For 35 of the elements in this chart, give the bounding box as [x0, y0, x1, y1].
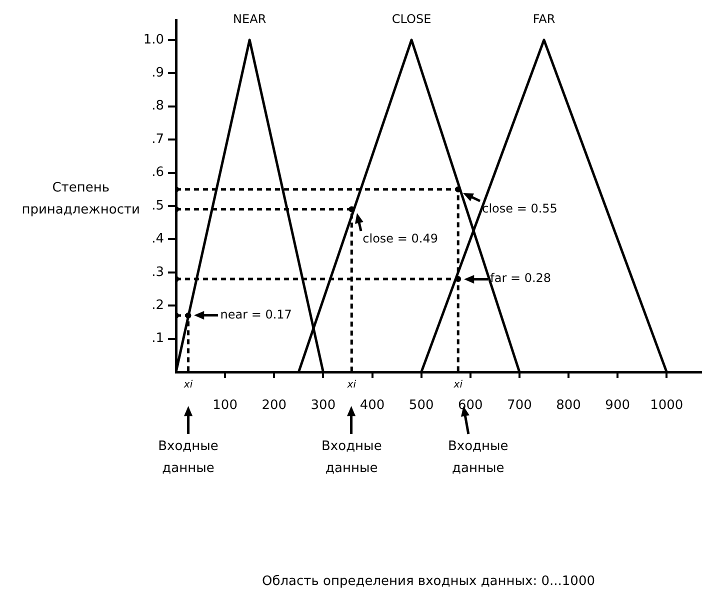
- y-tick-label: .4: [152, 232, 164, 247]
- annotation: xi: [452, 380, 463, 391]
- text: Область определения входных данных: 0...1000: [262, 574, 595, 589]
- series-label: FAR: [532, 12, 556, 26]
- text: Входные данные: [158, 438, 218, 476]
- annotation: near = 0.17: [220, 308, 292, 322]
- x-tick-label: 300: [310, 398, 336, 414]
- annotation: far = 0.28: [490, 271, 552, 286]
- y-tick-label: .7: [152, 132, 164, 147]
- x-tick-label: 100: [212, 398, 238, 414]
- x-tick-label: 800: [556, 398, 581, 414]
- y-tick-label: .9: [152, 66, 164, 81]
- x-tick-label: 200: [262, 398, 287, 414]
- x-tick-label: 700: [507, 398, 532, 414]
- y-tick-label: .6: [152, 165, 164, 180]
- annotation: close = 0.49: [362, 231, 438, 246]
- y-tick-label: .2: [152, 298, 164, 313]
- x-tick-label: 400: [360, 398, 385, 414]
- series-label: NEAR: [233, 12, 266, 26]
- y-tick-label: 1.0: [143, 32, 164, 48]
- annotation: xi: [182, 380, 193, 391]
- y-tick-label: .5: [152, 198, 164, 214]
- text: Входные данные: [321, 438, 382, 476]
- x-tick-label: 1000: [650, 398, 684, 414]
- annotation: xi: [346, 380, 356, 391]
- series-label: CLOSE: [392, 12, 432, 26]
- y-axis-title: Степень принадлежности: [22, 180, 140, 218]
- annotation: close = 0.55: [482, 201, 558, 216]
- x-tick-label: 900: [605, 398, 630, 414]
- y-tick-label: .3: [152, 264, 164, 280]
- x-tick-label: 500: [408, 398, 434, 414]
- y-tick-label: .8: [152, 98, 164, 114]
- text: Входные данные: [448, 438, 508, 476]
- x-tick-label: 600: [458, 398, 483, 414]
- y-tick-label: .1: [152, 331, 164, 346]
